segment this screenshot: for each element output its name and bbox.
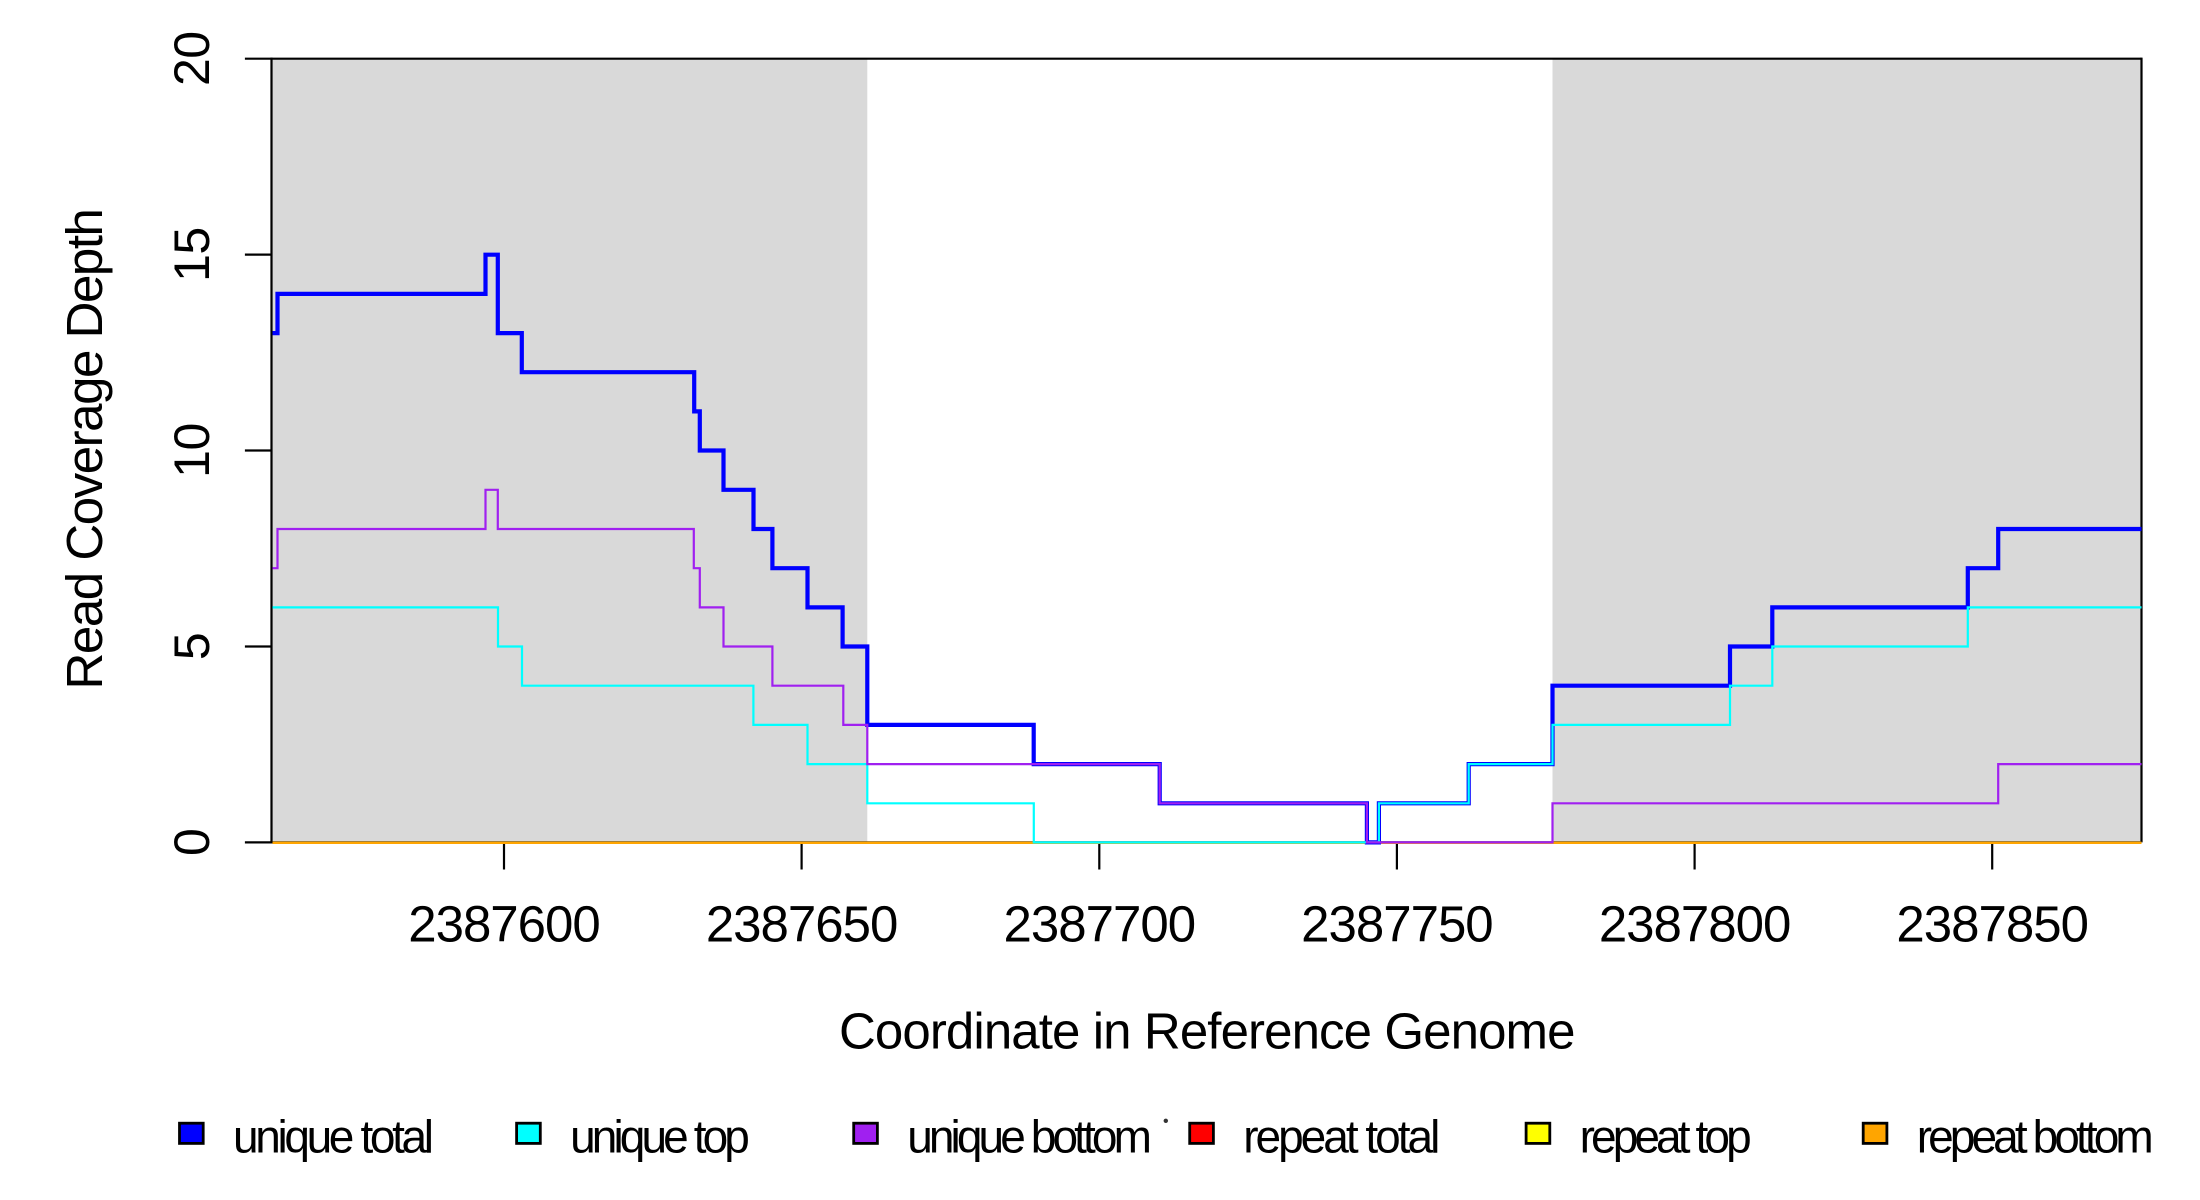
- svg-text:repeat total: repeat total: [1243, 1111, 1438, 1163]
- svg-text:repeat bottom: repeat bottom: [1917, 1111, 2152, 1163]
- svg-text:2387800: 2387800: [1599, 896, 1791, 953]
- svg-text:0: 0: [164, 829, 220, 856]
- svg-text:Coordinate in Reference Genome: Coordinate in Reference Genome: [839, 1002, 1575, 1059]
- svg-text:2387850: 2387850: [1896, 896, 2088, 953]
- svg-text:unique top: unique top: [570, 1111, 748, 1163]
- svg-text:Read Coverage Depth: Read Coverage Depth: [56, 210, 113, 690]
- svg-text:15: 15: [164, 227, 220, 282]
- svg-text:unique total: unique total: [233, 1111, 432, 1163]
- svg-text:10: 10: [164, 423, 220, 478]
- svg-text:20: 20: [164, 31, 220, 86]
- svg-text:2387700: 2387700: [1004, 896, 1196, 953]
- svg-text:2387750: 2387750: [1301, 896, 1493, 953]
- svg-text:repeat top: repeat top: [1580, 1111, 1750, 1163]
- svg-text:2387600: 2387600: [408, 896, 600, 953]
- svg-text:5: 5: [164, 633, 220, 660]
- svg-text:2387650: 2387650: [706, 896, 898, 953]
- svg-text:unique bottom: unique bottom: [907, 1111, 1149, 1163]
